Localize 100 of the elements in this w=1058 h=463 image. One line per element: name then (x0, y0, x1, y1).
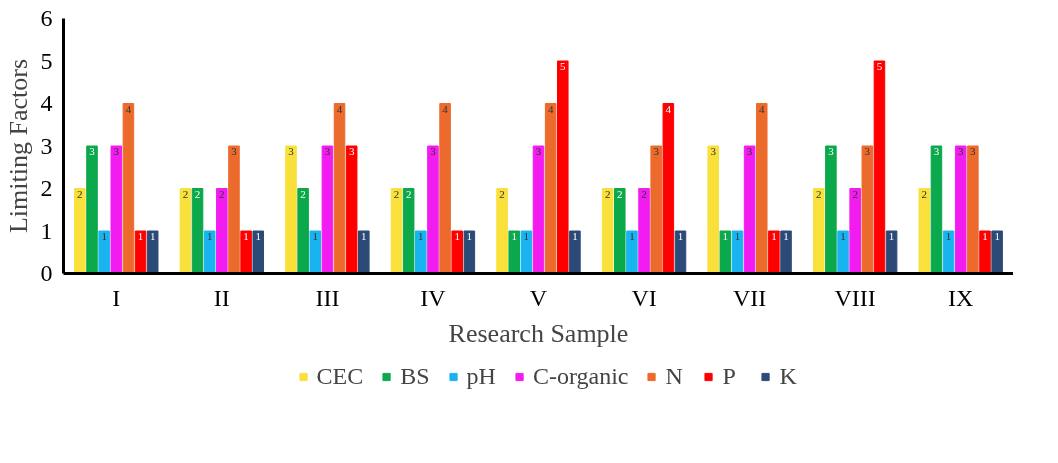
x-tick-label: IX (948, 284, 974, 311)
data-label: 3 (535, 145, 542, 157)
data-label: 3 (288, 145, 295, 157)
data-label: 4 (442, 102, 449, 115)
bar (358, 230, 370, 274)
data-label: 3 (957, 145, 964, 157)
bar (321, 145, 334, 274)
bar (216, 188, 228, 274)
data-label: 1 (629, 230, 635, 242)
bar (309, 230, 322, 274)
x-tick-label: I (112, 284, 121, 311)
bar (463, 230, 476, 274)
legend-label: N (665, 362, 684, 390)
data-label: 2 (194, 187, 201, 200)
data-label: 2 (604, 187, 611, 200)
y-tick-label: 4 (40, 90, 53, 116)
data-label: 1 (255, 230, 261, 242)
data-label: 1 (454, 230, 460, 242)
bar (569, 230, 581, 274)
bar (191, 188, 204, 274)
data-label: 2 (921, 187, 928, 200)
data-label: 2 (219, 187, 225, 200)
data-label: 2 (182, 187, 189, 200)
data-label: 4 (125, 102, 132, 115)
data-label: 1 (888, 230, 895, 242)
bar (849, 188, 861, 274)
bar (520, 230, 533, 274)
data-label: 4 (665, 102, 672, 115)
data-label: 3 (746, 145, 753, 157)
x-tick-label: VII (732, 284, 767, 311)
bar (942, 230, 955, 274)
data-label: 3 (933, 145, 940, 157)
bar (345, 145, 358, 274)
bar (837, 230, 849, 274)
data-label: 1 (572, 230, 578, 242)
data-label: 3 (430, 145, 437, 157)
bar (228, 145, 240, 274)
data-label: 1 (206, 230, 213, 242)
bar (427, 145, 439, 274)
data-label: 4 (547, 102, 554, 115)
bar (930, 145, 943, 274)
data-label: 5 (560, 60, 567, 72)
bar (743, 145, 756, 274)
bar (885, 230, 898, 274)
bar (768, 230, 780, 274)
data-label: 2 (617, 187, 623, 200)
data-label: 1 (677, 230, 684, 242)
bar (122, 103, 135, 274)
bar (74, 188, 86, 274)
data-label: 3 (710, 145, 717, 157)
data-label: 3 (89, 145, 96, 157)
data-label: 2 (641, 187, 647, 200)
data-label: 2 (393, 187, 400, 200)
bar (825, 145, 837, 274)
bar (203, 230, 216, 274)
bar (415, 230, 427, 274)
data-label: 1 (243, 230, 249, 242)
legend-label: BS (400, 362, 430, 390)
data-label: 1 (734, 230, 741, 242)
bar (439, 103, 451, 274)
legend-label: pH (466, 362, 496, 390)
y-tick-label: 5 (40, 47, 53, 74)
bar (110, 145, 123, 274)
y-tick-label: 2 (40, 175, 53, 201)
bar (707, 145, 719, 274)
data-label: 3 (113, 145, 120, 157)
bar (402, 188, 415, 274)
bar (873, 60, 886, 274)
data-label: 1 (783, 230, 789, 242)
legend-label: P (722, 362, 737, 390)
bar (508, 230, 520, 274)
data-label: 3 (324, 145, 331, 157)
data-label: 3 (653, 145, 660, 157)
legend-label: CEC (316, 362, 364, 390)
bar (861, 145, 874, 274)
y-tick-label: 3 (40, 132, 53, 159)
bar (544, 103, 557, 274)
data-label: 1 (840, 230, 846, 242)
bar (650, 145, 662, 274)
data-label: 1 (982, 230, 988, 242)
bar (146, 230, 159, 274)
data-label: 1 (137, 230, 144, 242)
bar (755, 103, 768, 274)
data-label: 2 (300, 187, 306, 200)
data-label: 3 (231, 145, 238, 157)
bar (638, 188, 650, 274)
data-label: 3 (348, 145, 355, 157)
data-label: 1 (466, 230, 473, 242)
x-tick-label: IV (420, 284, 447, 311)
bar (333, 103, 346, 274)
data-label: 4 (759, 102, 765, 115)
data-label: 3 (828, 145, 835, 157)
y-tick-label: 1 (40, 217, 53, 244)
data-label: 1 (149, 230, 156, 242)
bar (557, 60, 569, 274)
x-tick-label: II (213, 284, 230, 311)
bar (626, 230, 638, 274)
data-label: 2 (852, 187, 858, 200)
data-label: 2 (77, 187, 83, 200)
data-label: 1 (771, 230, 777, 242)
